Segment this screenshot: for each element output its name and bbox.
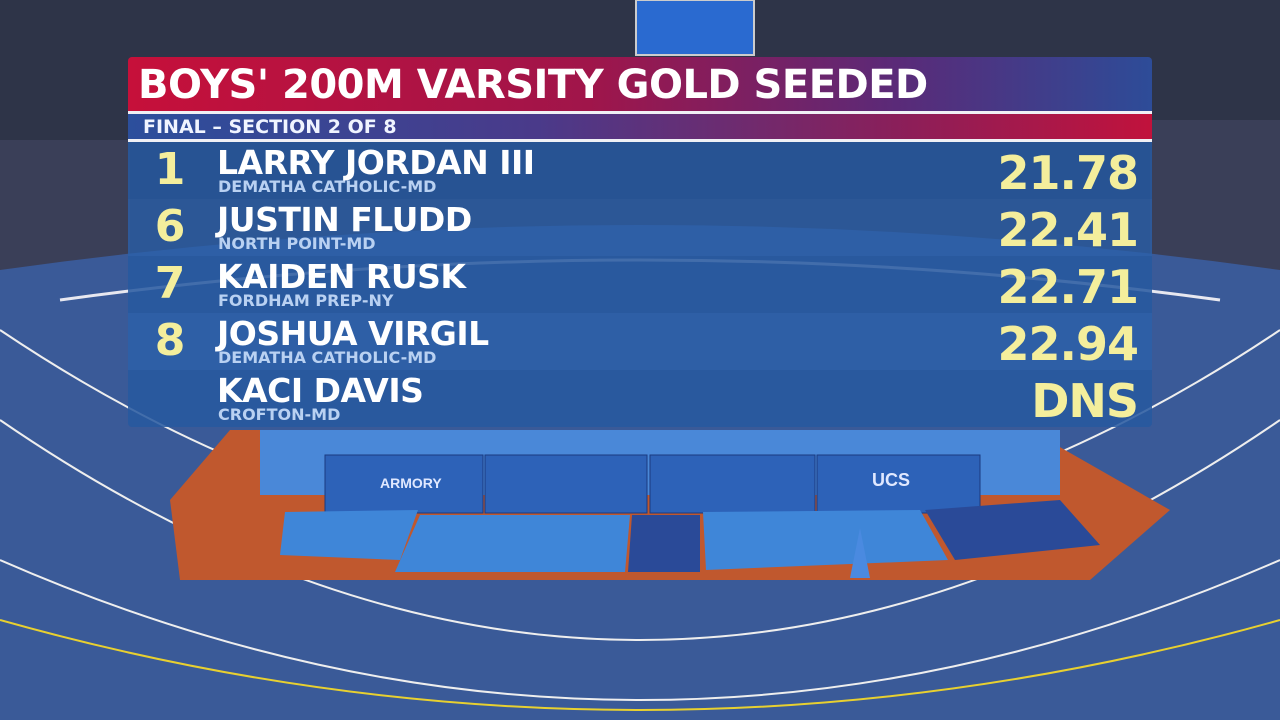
place: 6	[154, 201, 186, 252]
athlete-name: JUSTIN FLUDD	[217, 200, 472, 239]
athlete-name: JOSHUA VIRGIL	[217, 314, 489, 353]
result-row: 6 JUSTIN FLUDD NORTH POINT-MD 22.41	[128, 199, 1152, 257]
athlete-school: NORTH POINT-MD	[218, 234, 376, 253]
mark: DNS	[1031, 374, 1139, 428]
divider	[128, 139, 1152, 142]
divider	[128, 111, 1152, 114]
place: 8	[154, 315, 186, 366]
result-row: KACI DAVIS CROFTON-MD DNS	[128, 370, 1152, 428]
athlete-name: KACI DAVIS	[217, 371, 424, 410]
scoreboard	[635, 0, 755, 56]
event-title: BOYS' 200M VARSITY GOLD SEEDED	[128, 57, 1152, 111]
ucs-logo: UCS	[872, 470, 910, 490]
armory-logo: ARMORY	[380, 475, 442, 491]
cone-icon	[850, 528, 870, 578]
result-row: 1 LARRY JORDAN III DEMATHA CATHOLIC-MD 2…	[128, 142, 1152, 200]
place: 7	[154, 258, 186, 309]
athlete-school: DEMATHA CATHOLIC-MD	[218, 177, 437, 196]
mark: 22.71	[997, 260, 1139, 314]
mark: 22.41	[997, 203, 1139, 257]
athlete-school: CROFTON-MD	[218, 405, 341, 424]
athlete-school: DEMATHA CATHOLIC-MD	[218, 348, 437, 367]
results-board: BOYS' 200M VARSITY GOLD SEEDED FINAL – S…	[128, 57, 1152, 428]
mark: 22.94	[997, 317, 1139, 371]
event-subtitle: FINAL – SECTION 2 OF 8	[128, 114, 1152, 139]
mark: 21.78	[997, 146, 1139, 200]
place: 1	[154, 144, 186, 195]
athlete-name: KAIDEN RUSK	[217, 257, 466, 296]
athlete-name: LARRY JORDAN III	[217, 143, 535, 182]
result-row: 8 JOSHUA VIRGIL DEMATHA CATHOLIC-MD 22.9…	[128, 313, 1152, 371]
athlete-school: FORDHAM PREP-NY	[218, 291, 394, 310]
result-row: 7 KAIDEN RUSK FORDHAM PREP-NY 22.71	[128, 256, 1152, 314]
high-jump-mats: ARMORY UCS	[280, 454, 1100, 572]
